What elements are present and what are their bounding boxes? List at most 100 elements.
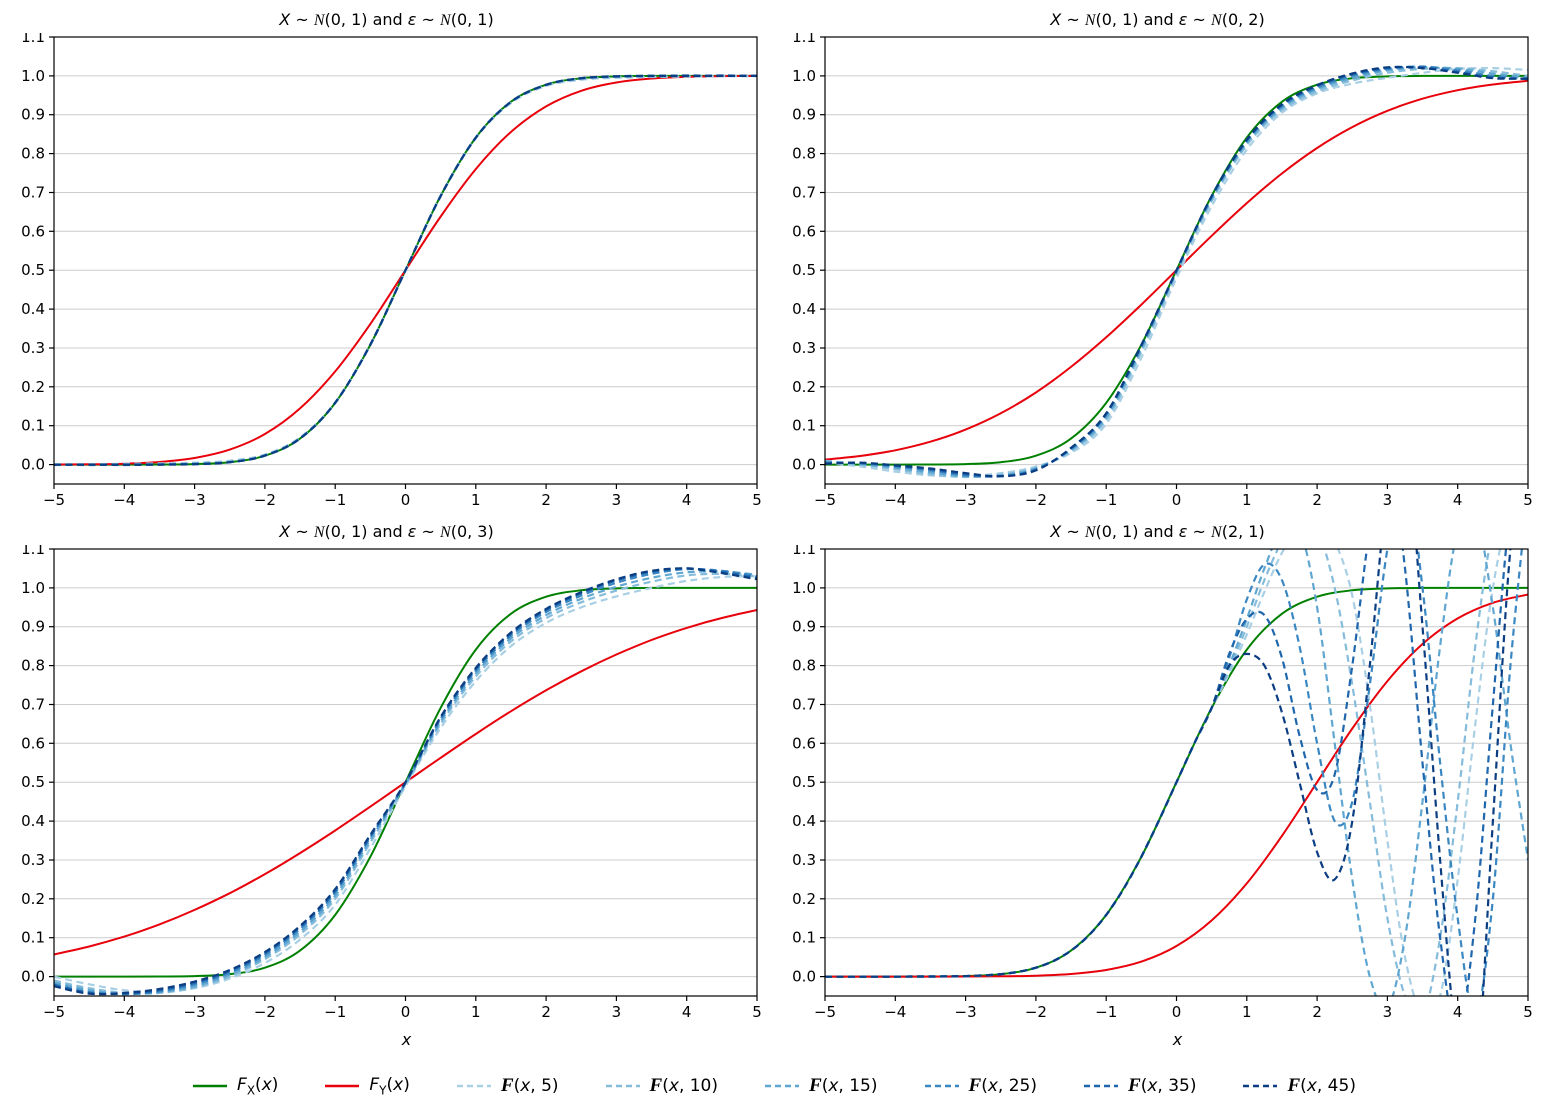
- svg-text:0.6: 0.6: [792, 222, 816, 240]
- svg-text:0.8: 0.8: [21, 657, 45, 675]
- svg-text:4: 4: [682, 1003, 692, 1021]
- svg-text:0.4: 0.4: [792, 812, 816, 830]
- svg-text:0.8: 0.8: [792, 657, 816, 675]
- curve-F-Y-x-: [825, 593, 1528, 978]
- svg-text:0.5: 0.5: [21, 261, 45, 279]
- svg-text:−1: −1: [324, 1003, 346, 1021]
- svg-text:5: 5: [1523, 1003, 1533, 1021]
- svg-text:−5: −5: [43, 1003, 65, 1021]
- svg-text:0.3: 0.3: [792, 339, 816, 357]
- svg-text:0.2: 0.2: [792, 378, 816, 396]
- svg-text:4: 4: [1453, 1003, 1463, 1021]
- svg-text:0: 0: [401, 1003, 411, 1021]
- svg-text:0.7: 0.7: [21, 184, 45, 202]
- y-gridlines: [54, 548, 757, 978]
- subplot-title: X ~ N(0, 1) and ε ~ N(0, 2): [1050, 10, 1265, 29]
- svg-text:3: 3: [1383, 1003, 1393, 1021]
- svg-text:1.0: 1.0: [792, 67, 816, 85]
- svg-text:2: 2: [541, 1003, 551, 1021]
- fraktur-f-symbol: F: [1127, 1075, 1141, 1096]
- plot-svg: −5 −4 −3 −2 −1 0 1 2 3 4 5 0.0 0.1 0.2 0.3 0.4 0.5 0.6 0.7…: [21, 33, 762, 509]
- svg-text:0.7: 0.7: [792, 184, 816, 202]
- svg-text:0: 0: [1172, 1003, 1182, 1021]
- svg-text:0.1: 0.1: [792, 417, 816, 435]
- legend-label: F(x, 10): [649, 1075, 719, 1096]
- svg-text:0.3: 0.3: [792, 851, 816, 869]
- plot-grid: X ~ N(0, 1) and ε ~ N(0, 1) −5 −4 −3 −2 −1 0 1…: [8, 6, 1540, 1052]
- axes-spines: [824, 548, 1529, 997]
- svg-text:−2: −2: [1025, 491, 1047, 509]
- svg-text:0.8: 0.8: [21, 145, 45, 163]
- legend-label: FY(x): [369, 1074, 410, 1098]
- legend-item-fy: FY(x): [324, 1074, 410, 1098]
- svg-text:−2: −2: [254, 491, 276, 509]
- svg-text:1.1: 1.1: [792, 33, 816, 46]
- svg-text:5: 5: [1523, 491, 1533, 509]
- x-axis-ticks: −5 −4 −3 −2 −1 0 1 2 3 4 5: [43, 484, 762, 509]
- y-axis-ticks: 0.0 0.1 0.2 0.3 0.4 0.5 0.6 0.7 0.8 0.9 1.0 1.1: [21, 33, 54, 474]
- x-axis-ticks: −5 −4 −3 −2 −1 0 1 2 3 4 5: [43, 996, 762, 1021]
- plot-svg: −5 −4 −3 −2 −1 0 1 2 3 4 5 0.0 0.1 0.2 0.3 0.4 0.5 0.6 0.7…: [792, 33, 1533, 509]
- x-axis-label: x: [1172, 1030, 1183, 1049]
- svg-text:2: 2: [1312, 1003, 1322, 1021]
- svg-text:0.0: 0.0: [21, 968, 45, 986]
- subplot-top-left: X ~ N(0, 1) and ε ~ N(0, 1) −5 −4 −3 −2 −1 0 1…: [8, 6, 765, 518]
- svg-text:0.4: 0.4: [21, 300, 45, 318]
- legend-item-fx: FX(x): [192, 1075, 278, 1097]
- subplot-bottom-left: X ~ N(0, 1) and ε ~ N(0, 3) −5 −4 −3 −2 −1 0 1…: [8, 518, 765, 1052]
- svg-text:−2: −2: [1025, 1003, 1047, 1021]
- svg-text:3: 3: [1383, 491, 1393, 509]
- svg-text:0.1: 0.1: [21, 929, 45, 947]
- x-axis-label: x: [401, 1030, 412, 1049]
- legend-line-sample: [1243, 1084, 1278, 1088]
- svg-text:−3: −3: [955, 1003, 977, 1021]
- svg-text:1.0: 1.0: [21, 67, 45, 85]
- svg-text:1: 1: [471, 491, 481, 509]
- fraktur-f-symbol: F: [968, 1075, 982, 1096]
- curve-F-x-45-: [54, 567, 757, 996]
- svg-text:2: 2: [1312, 491, 1322, 509]
- svg-text:0.4: 0.4: [792, 300, 816, 318]
- svg-text:−2: −2: [254, 1003, 276, 1021]
- x-axis-ticks: −5 −4 −3 −2 −1 0 1 2 3 4 5: [814, 484, 1533, 509]
- legend-line-sample: [765, 1084, 800, 1088]
- svg-text:0.2: 0.2: [21, 378, 45, 396]
- axes-spines: [53, 36, 758, 485]
- curve-F-x-15-: [54, 570, 757, 996]
- svg-text:−5: −5: [814, 1003, 836, 1021]
- svg-text:0.5: 0.5: [792, 261, 816, 279]
- subplot-title: X ~ N(0, 1) and ε ~ N(2, 1): [1050, 522, 1265, 541]
- fraktur-f-symbol: F: [649, 1075, 663, 1096]
- svg-text:0.9: 0.9: [792, 106, 816, 124]
- svg-text:−5: −5: [814, 491, 836, 509]
- legend-label: F(x, 45): [1287, 1075, 1356, 1096]
- y-gridlines: [54, 36, 757, 466]
- svg-text:2: 2: [541, 491, 551, 509]
- legend-label: FX(x): [237, 1074, 279, 1098]
- legend-label: F(x, 25): [968, 1075, 1037, 1096]
- svg-text:−4: −4: [113, 491, 135, 509]
- svg-text:0.3: 0.3: [21, 851, 45, 869]
- svg-text:0.6: 0.6: [792, 734, 816, 752]
- svg-text:−1: −1: [1095, 1003, 1117, 1021]
- svg-text:1.1: 1.1: [792, 545, 816, 558]
- svg-text:1: 1: [471, 1003, 481, 1021]
- legend-label: F(x, 35): [1127, 1075, 1197, 1096]
- legend-label: F(x, 5): [500, 1075, 559, 1096]
- svg-text:0.9: 0.9: [792, 618, 816, 636]
- fraktur-f-symbol: F: [1287, 1075, 1301, 1096]
- legend-line-sample: [924, 1084, 959, 1088]
- svg-text:−1: −1: [324, 491, 346, 509]
- fraktur-f-symbol: F: [500, 1075, 514, 1096]
- svg-text:0.5: 0.5: [21, 773, 45, 791]
- svg-text:−4: −4: [884, 1003, 906, 1021]
- subplot-top-right: X ~ N(0, 1) and ε ~ N(0, 2) −5 −4 −3 −2 −1 0 1…: [779, 6, 1536, 518]
- svg-text:0.0: 0.0: [792, 456, 816, 474]
- subplot-title: X ~ N(0, 1) and ε ~ N(0, 1): [279, 10, 494, 29]
- svg-text:−3: −3: [955, 491, 977, 509]
- legend-line-sample: [456, 1084, 491, 1088]
- svg-text:5: 5: [752, 491, 762, 509]
- svg-text:0.5: 0.5: [792, 773, 816, 791]
- legend-item-est-5: F(x, 5): [456, 1075, 559, 1097]
- svg-text:4: 4: [682, 491, 692, 509]
